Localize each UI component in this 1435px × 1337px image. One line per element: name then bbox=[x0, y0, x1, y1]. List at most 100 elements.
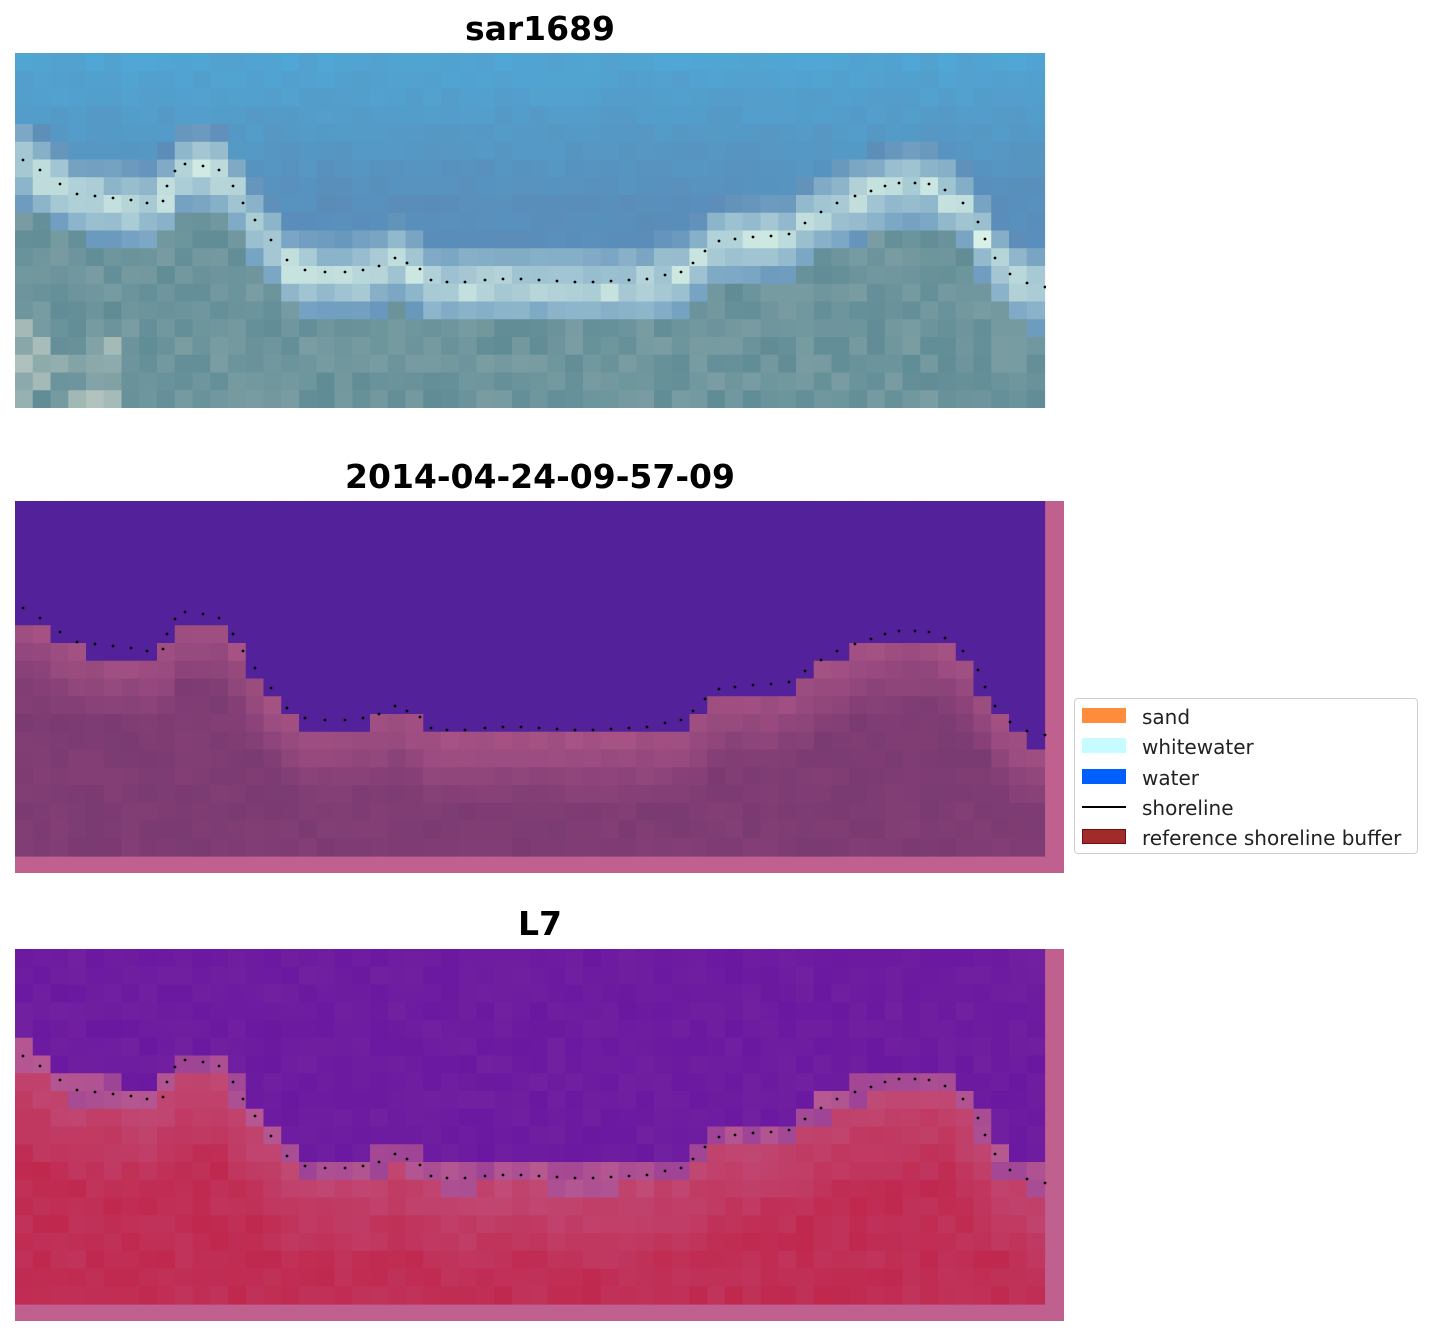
shoreline-point bbox=[111, 1092, 115, 1096]
shoreline-point bbox=[165, 184, 169, 188]
shoreline-point bbox=[201, 164, 205, 168]
shoreline-point bbox=[1025, 729, 1029, 733]
shoreline-point bbox=[501, 725, 505, 729]
shoreline-point bbox=[853, 642, 857, 646]
shoreline-point bbox=[1043, 1181, 1047, 1185]
legend-label-sand: sand bbox=[1142, 705, 1191, 729]
shoreline-points bbox=[21, 606, 1047, 737]
shoreline-point bbox=[269, 686, 273, 690]
shoreline-point bbox=[717, 239, 721, 243]
shoreline-point bbox=[869, 1085, 873, 1089]
shoreline-point bbox=[913, 629, 917, 633]
shoreline-point bbox=[445, 1176, 449, 1180]
shoreline-point bbox=[645, 277, 649, 281]
shoreline-point bbox=[627, 278, 631, 282]
shoreline-point bbox=[93, 642, 97, 646]
shoreline-point bbox=[429, 278, 433, 282]
shoreline-point bbox=[501, 1173, 505, 1177]
shoreline-point bbox=[483, 726, 487, 730]
shoreline-point bbox=[377, 1160, 381, 1164]
shoreline-point bbox=[679, 270, 683, 274]
shoreline-point bbox=[1008, 720, 1012, 724]
shoreline-point bbox=[343, 1166, 347, 1170]
shoreline-point bbox=[645, 725, 649, 729]
shoreline-point bbox=[869, 189, 873, 193]
shoreline-point bbox=[405, 261, 409, 265]
shoreline-point bbox=[853, 194, 857, 198]
shoreline-point bbox=[591, 1176, 595, 1180]
shoreline-point bbox=[285, 706, 289, 710]
shoreline-point bbox=[703, 249, 707, 253]
shoreline-point bbox=[835, 649, 839, 653]
shoreline-point bbox=[519, 1173, 523, 1177]
shoreline-point bbox=[691, 709, 695, 713]
shoreline-point bbox=[803, 669, 807, 673]
legend: sand whitewater water shoreline referenc… bbox=[1074, 698, 1418, 854]
shoreline-point bbox=[993, 256, 997, 260]
shoreline-point bbox=[609, 727, 613, 731]
shoreline-point bbox=[269, 238, 273, 242]
shoreline-point bbox=[173, 169, 177, 173]
shoreline-point bbox=[853, 1090, 857, 1094]
buffer-swatch-icon bbox=[1082, 829, 1126, 844]
shoreline-point bbox=[201, 612, 205, 616]
shoreline-point bbox=[519, 725, 523, 729]
shoreline-point bbox=[405, 709, 409, 713]
shoreline-point bbox=[217, 168, 221, 172]
shoreline-point bbox=[1043, 285, 1046, 289]
shoreline-point bbox=[679, 718, 683, 722]
classified-image bbox=[15, 501, 1064, 873]
legend-item-sand: sand bbox=[1075, 704, 1417, 729]
shoreline-point bbox=[993, 704, 997, 708]
shoreline-point bbox=[183, 610, 187, 614]
shoreline-point bbox=[733, 685, 737, 689]
shoreline-point bbox=[983, 685, 987, 689]
shoreline-point bbox=[645, 1173, 649, 1177]
shoreline-point bbox=[883, 1080, 887, 1084]
shoreline-point bbox=[976, 220, 980, 224]
shoreline-point bbox=[983, 237, 987, 241]
shoreline-point bbox=[717, 687, 721, 691]
shoreline-point bbox=[883, 184, 887, 188]
legend-item-whitewater: whitewater bbox=[1075, 734, 1417, 759]
shoreline-points bbox=[21, 158, 1046, 289]
shoreline-point bbox=[883, 632, 887, 636]
shoreline-point bbox=[418, 715, 422, 719]
shoreline-point bbox=[591, 728, 595, 732]
shoreline-point bbox=[21, 1054, 25, 1058]
shoreline-point bbox=[663, 273, 667, 277]
shoreline-point bbox=[418, 1163, 422, 1167]
shoreline-point bbox=[1043, 733, 1047, 737]
shoreline-point bbox=[733, 1133, 737, 1137]
shoreline-point bbox=[961, 201, 965, 205]
shoreline-point bbox=[483, 1174, 487, 1178]
shoreline-point bbox=[323, 718, 327, 722]
shoreline-point bbox=[21, 606, 25, 610]
shoreline-point bbox=[897, 1077, 901, 1081]
shoreline-point bbox=[377, 712, 381, 716]
shoreline-point bbox=[483, 278, 487, 282]
shoreline-point bbox=[463, 280, 467, 284]
shoreline-point bbox=[835, 201, 839, 205]
shoreline-point bbox=[519, 277, 523, 281]
legend-label-whitewater: whitewater bbox=[1142, 735, 1254, 759]
shoreline-point bbox=[691, 1157, 695, 1161]
shoreline-point bbox=[787, 680, 791, 684]
legend-item-buffer: reference shoreline buffer bbox=[1075, 825, 1417, 850]
shoreline-point bbox=[173, 617, 177, 621]
shoreline-point bbox=[377, 264, 381, 268]
shoreline-point bbox=[445, 280, 449, 284]
shoreline-point bbox=[943, 1084, 947, 1088]
sand-swatch-icon bbox=[1082, 708, 1126, 723]
shoreline-point bbox=[165, 1080, 169, 1084]
shoreline-point bbox=[217, 1064, 221, 1068]
shoreline-point bbox=[976, 1116, 980, 1120]
shoreline-point bbox=[343, 270, 347, 274]
shoreline-point bbox=[733, 237, 737, 241]
shoreline-point bbox=[393, 704, 397, 708]
shoreline-point bbox=[961, 649, 965, 653]
shoreline-point bbox=[769, 682, 773, 686]
shoreline-point bbox=[961, 1097, 965, 1101]
whitewater-swatch-icon bbox=[1082, 738, 1126, 753]
